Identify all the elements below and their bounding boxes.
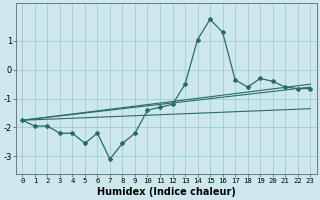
X-axis label: Humidex (Indice chaleur): Humidex (Indice chaleur) bbox=[97, 187, 236, 197]
